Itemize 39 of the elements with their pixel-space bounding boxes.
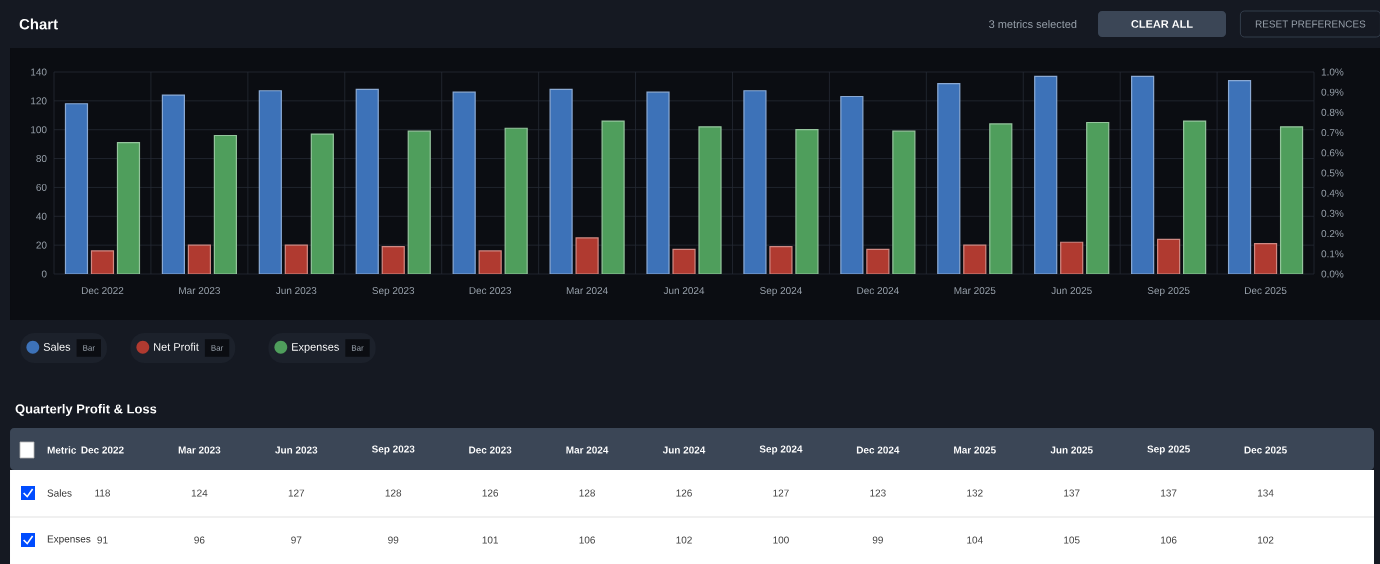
bar bbox=[1086, 121, 1110, 274]
bar bbox=[795, 129, 819, 274]
bar bbox=[1157, 238, 1181, 274]
bar bbox=[601, 120, 625, 274]
bar bbox=[310, 133, 334, 274]
bar bbox=[90, 250, 115, 274]
bar bbox=[672, 248, 696, 274]
bar bbox=[963, 244, 987, 274]
bar bbox=[1227, 80, 1252, 274]
bar bbox=[452, 91, 476, 274]
bar bbox=[213, 134, 237, 274]
bar bbox=[840, 95, 864, 274]
bar bbox=[1183, 120, 1207, 274]
bar bbox=[504, 127, 528, 274]
bar bbox=[381, 245, 405, 274]
bar bbox=[769, 245, 793, 274]
bar bbox=[64, 103, 89, 274]
bar bbox=[1131, 75, 1155, 274]
bar bbox=[646, 91, 670, 274]
bar bbox=[1253, 243, 1278, 274]
bar bbox=[284, 244, 308, 274]
bar bbox=[116, 142, 141, 274]
bar bbox=[1060, 241, 1084, 274]
bar bbox=[1034, 75, 1058, 274]
bar bbox=[892, 130, 916, 274]
bar bbox=[187, 244, 211, 274]
bar bbox=[478, 250, 502, 274]
bar bbox=[575, 237, 599, 274]
bar bbox=[258, 90, 282, 274]
bar bbox=[743, 90, 767, 274]
bar bbox=[989, 123, 1013, 274]
bar bbox=[407, 130, 431, 274]
bar bbox=[355, 88, 379, 274]
bar bbox=[698, 126, 722, 274]
bar bbox=[161, 94, 185, 274]
bar bbox=[549, 88, 573, 274]
bar bbox=[866, 248, 890, 274]
bar bbox=[937, 82, 961, 274]
bar bbox=[1279, 126, 1304, 274]
